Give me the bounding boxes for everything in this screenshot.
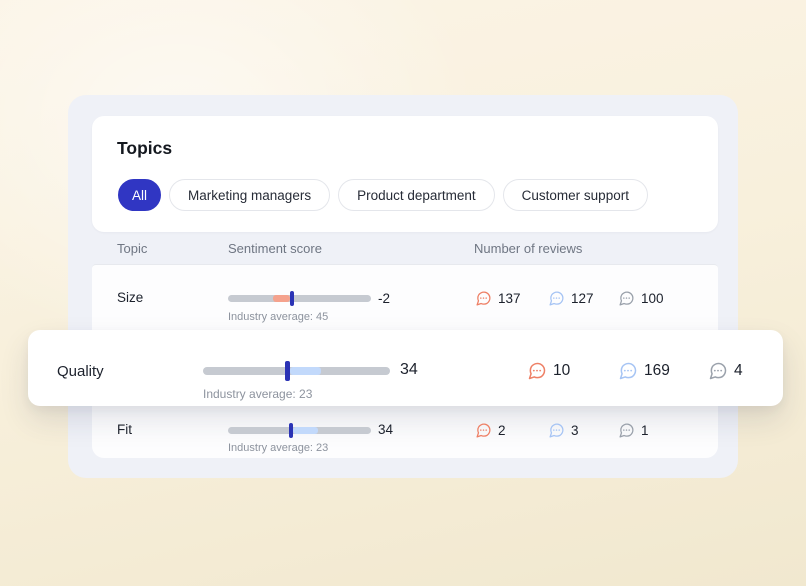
filter-pill-all[interactable]: All [118,179,162,211]
review-count-value: 137 [498,290,521,306]
chat-bubble-icon [618,422,635,439]
review-count-value: 3 [571,422,579,438]
filter-pill-label: Product department [357,187,476,203]
sentiment-bar-track [228,295,371,302]
column-header-sentiment-score: Sentiment score [228,241,322,256]
chat-bubble-icon [618,290,635,307]
sentiment-delta-segment [273,295,290,302]
chat-bubble-icon [708,361,728,381]
review-count-value: 2 [498,422,506,438]
filter-pill-label: Marketing managers [188,187,312,203]
chat-bubble-icon [548,422,565,439]
filter-pill-group: All Marketing managers Product departmen… [118,179,648,211]
review-count-value: 127 [571,290,594,306]
review-count-positive: 169 [618,361,670,381]
review-count-neutral: 4 [708,361,743,381]
topics-title: Topics [117,138,173,158]
sentiment-delta-segment [293,427,318,434]
filter-pill-label: All [132,187,148,203]
table-row-size[interactable]: Size -2 Industry average: 45 137 127 100 [92,264,718,330]
sentiment-bar [228,288,371,308]
review-count-neutral: 1 [618,421,649,439]
review-count-value: 10 [553,362,571,379]
review-count-value: 4 [734,362,743,379]
topic-label: Size [117,290,144,305]
review-count-negative: 10 [527,361,570,381]
review-count-value: 100 [641,290,664,306]
review-count-neutral: 100 [618,289,664,307]
sentiment-score-value: 34 [378,422,394,437]
sentiment-score-marker [290,291,294,306]
review-count-value: 1 [641,422,649,438]
sentiment-score-value: 34 [400,361,418,378]
filter-pill-label: Customer support [521,187,629,203]
filter-pill-marketing-managers[interactable]: Marketing managers [169,179,331,211]
topics-header-card: Topics All Marketing managers Product de… [92,116,718,232]
sentiment-score-marker [285,361,290,381]
table-row-quality-highlighted[interactable]: Quality 34 Industry average: 23 10 169 4 [28,330,783,406]
review-count-value: 169 [644,362,670,379]
review-count-positive: 3 [548,421,579,439]
sentiment-score-marker [289,423,293,438]
sentiment-score-value: -2 [378,291,391,306]
table-row-fit[interactable]: Fit 34 Industry average: 23 2 3 1 [92,406,718,458]
industry-average-label: Industry average: 23 [228,442,329,454]
chat-bubble-icon [475,290,492,307]
topic-label: Quality [57,363,104,380]
column-header-topic: Topic [117,241,148,256]
sentiment-bar [203,359,390,383]
topic-label: Fit [117,422,132,437]
sentiment-delta-segment [290,367,321,375]
industry-average-label: Industry average: 45 [228,311,329,323]
review-count-negative: 2 [475,421,506,439]
chat-bubble-icon [527,361,547,381]
chat-bubble-icon [475,422,492,439]
column-header-number-of-reviews: Number of reviews [474,241,583,256]
chat-bubble-icon [618,361,638,381]
filter-pill-product-department[interactable]: Product department [338,179,495,211]
sentiment-bar [228,420,371,440]
filter-pill-customer-support[interactable]: Customer support [502,179,648,211]
review-count-positive: 127 [548,289,594,307]
chat-bubble-icon [548,290,565,307]
industry-average-label: Industry average: 23 [203,387,313,401]
review-count-negative: 137 [475,289,521,307]
